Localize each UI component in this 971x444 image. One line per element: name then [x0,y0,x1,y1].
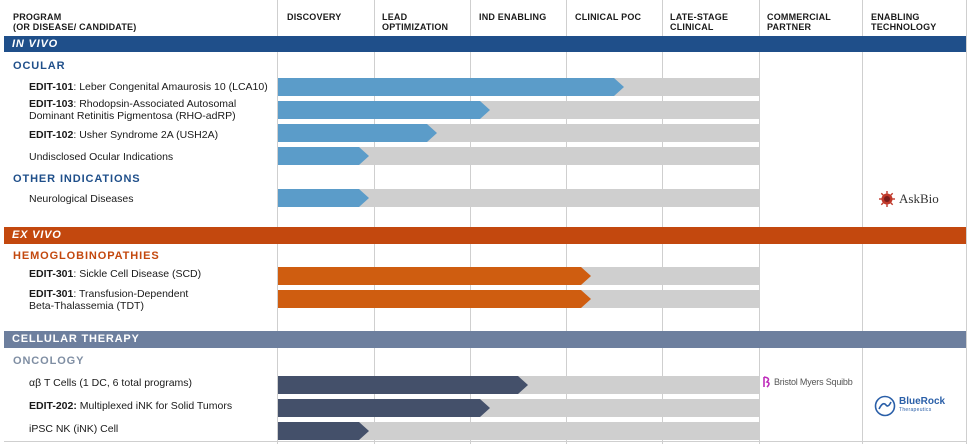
program-label: EDIT-301: Transfusion-Dependent Beta-Thal… [29,288,189,312]
bluerock-subtitle: Therapeutics [899,407,932,413]
pipeline-track-edit-202 [278,399,759,417]
progress-bar [278,101,490,119]
progress-bar [278,147,370,165]
column-header-late-stage-clinical: LATE-STAGE CLINICAL [670,12,729,32]
bluerock-logo: BlueRock Therapeutics [874,395,945,417]
progress-bar-tip [580,267,591,285]
program-label: αβ T Cells (1 DC, 6 total programs) [29,377,193,389]
pipeline-track-edit-301-scd [278,267,759,285]
progress-bar [278,124,437,142]
grid-line-tech [862,0,863,444]
pipeline-track-neurological [278,189,759,207]
program-label: EDIT-103: Rhodopsin-Associated Autosomal… [29,98,237,122]
progress-bar [278,290,591,308]
grid-line-ind [470,0,471,444]
progress-bar [278,267,591,285]
progress-bar-tip [518,376,529,394]
program-label: iPSC NK (iNK) Cell [29,423,119,435]
pipeline-track-ipsc-nk [278,422,759,440]
program-label: EDIT-202: Multiplexed iNK for Solid Tumo… [29,400,233,412]
column-header-lead-optimization: LEAD OPTIMIZATION [382,12,449,32]
grid-line-late [662,0,663,444]
progress-bar [278,399,490,417]
program-label: Undisclosed Ocular Indications [29,151,174,163]
askbio-wordmark: AskBio [899,191,939,206]
bluerock-mark-icon [874,395,896,417]
section-band-ex-vivo: EX VIVO [4,227,966,244]
progress-bar [278,422,370,440]
bms-logo: Bristol Myers Squibb [763,376,853,388]
subheading-oncology: ONCOLOGY [13,355,85,367]
bms-wordmark: Bristol Myers Squibb [774,377,853,387]
grid-line-right [966,0,967,444]
bms-mark-icon [763,376,770,388]
grid-line-lead [374,0,375,444]
column-header-ind-enabling: IND ENABLING [479,12,547,22]
pipeline-track-edit-101 [278,78,759,96]
program-label: EDIT-301: Sickle Cell Disease (SCD) [29,268,202,280]
program-label: EDIT-101: Leber Congenital Amaurosis 10 … [29,81,268,93]
progress-bar-tip [479,399,490,417]
subheading-ocular: OCULAR [13,60,66,72]
column-header-discovery: DISCOVERY [287,12,342,22]
subheading-hemoglobinopathies: HEMOGLOBINOPATHIES [13,250,160,262]
grid-line-discovery [277,0,278,444]
progress-bar [278,78,625,96]
progress-bar [278,189,370,207]
pipeline-track-edit-301-tdt [278,290,759,308]
askbio-mark-icon [879,191,895,207]
pipeline-track-undisclosed-ocular [278,147,759,165]
column-header-program: PROGRAM (OR DISEASE/ CANDIDATE) [13,12,137,32]
progress-bar [278,376,529,394]
section-band-cellular-therapy: CELLULAR THERAPY [4,331,966,348]
progress-bar-tip [614,78,625,96]
progress-bar-tip [580,290,591,308]
subheading-other-indications: OTHER INDICATIONS [13,173,141,185]
progress-bar-tip [426,124,437,142]
program-label: Neurological Diseases [29,193,134,205]
askbio-logo: AskBio [878,190,939,208]
program-label: EDIT-102: Usher Syndrome 2A (USH2A) [29,129,219,141]
progress-bar-tip [359,147,370,165]
progress-bar-tip [479,101,490,119]
grid-line-bottom [4,441,966,442]
pipeline-track-edit-103 [278,101,759,119]
section-band-in-vivo: IN VIVO [4,36,966,52]
progress-bar-tip [359,189,370,207]
bluerock-wordmark: BlueRock [899,396,946,407]
pipeline-track-edit-102 [278,124,759,142]
column-header-commercial-partner: COMMERCIAL PARTNER [767,12,831,32]
grid-line-partner [759,0,760,444]
grid-line-poc [566,0,567,444]
column-header-clinical-poc: CLINICAL POC [575,12,642,22]
column-header-enabling-technology: ENABLING TECHNOLOGY [871,12,937,32]
progress-bar-tip [359,422,370,440]
pipeline-track-ab-t-cells [278,376,759,394]
